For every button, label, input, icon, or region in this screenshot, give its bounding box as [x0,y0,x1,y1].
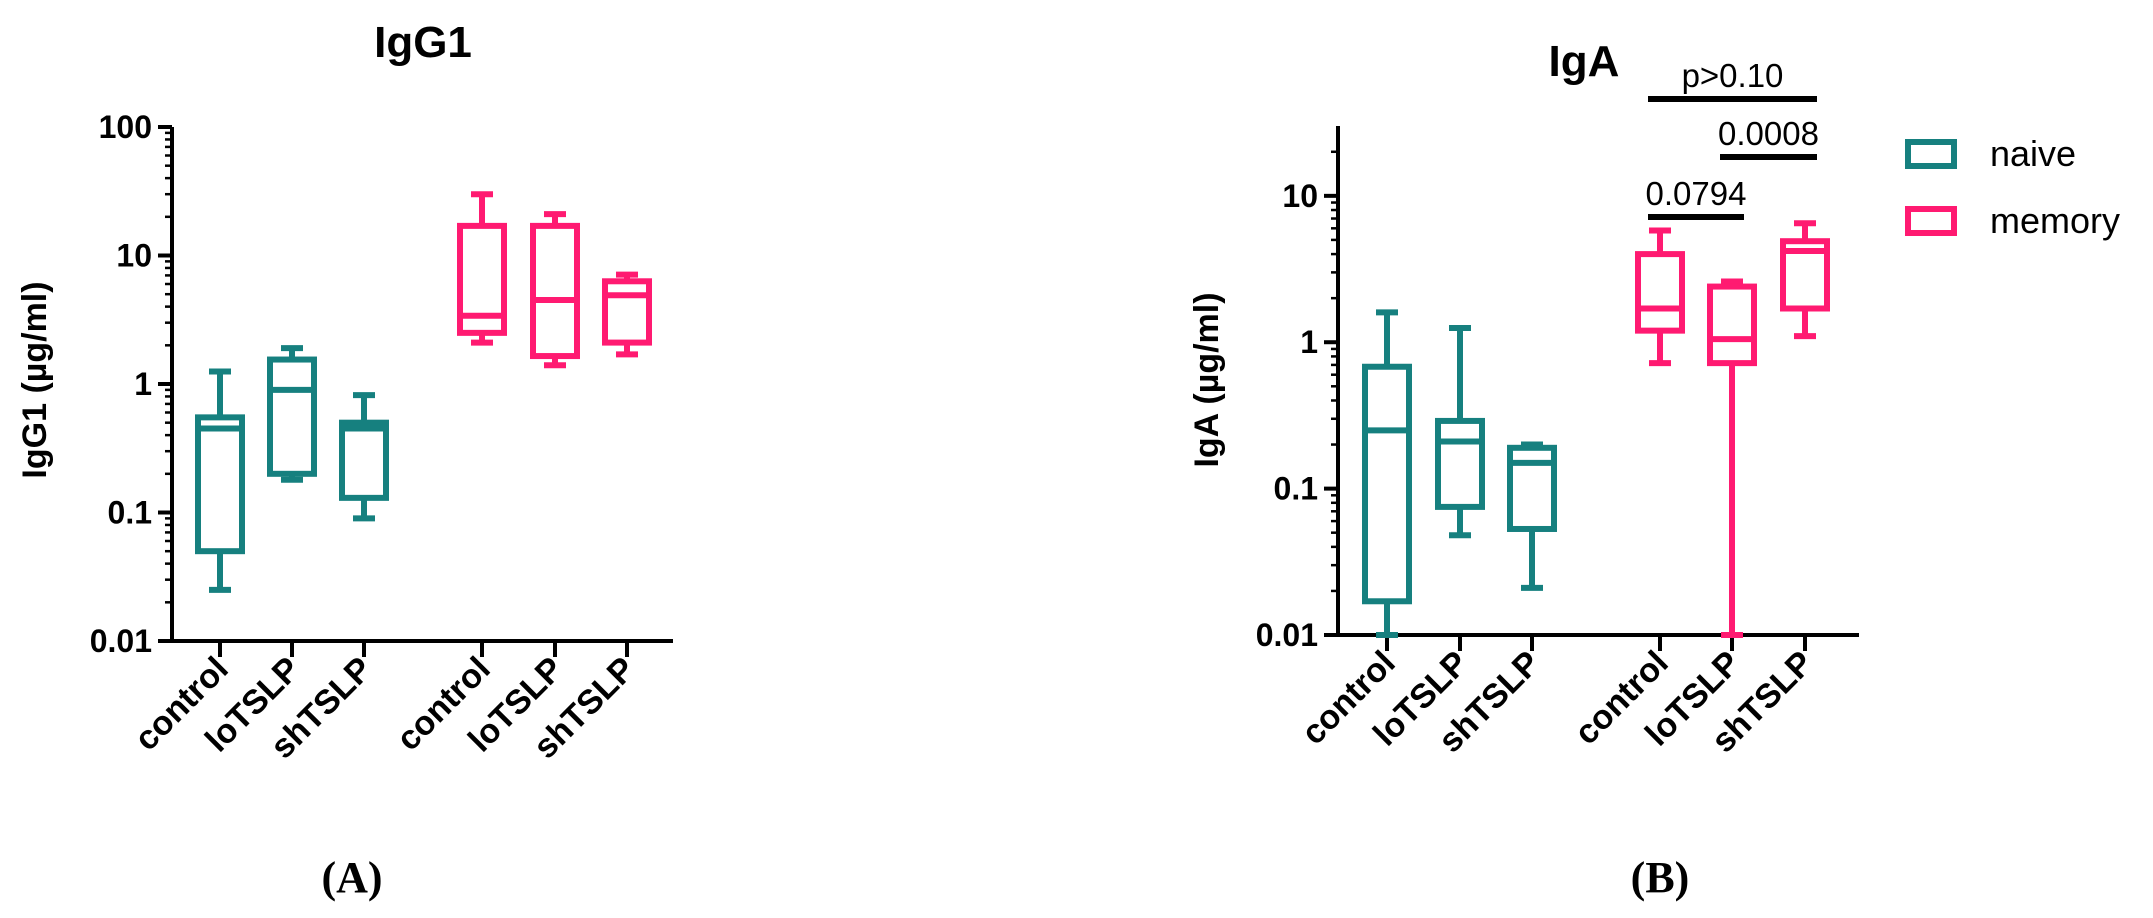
panel-a-title: IgG1 [374,18,472,67]
panel-a-y-tick-label-0: 0.01 [90,623,152,659]
panel-b-y-tick-label-2: 1 [1300,324,1318,360]
panel-b-box-naive-control [1362,309,1412,638]
panel-b-significance-label-1: 0.0008 [1718,115,1819,152]
panel-b-y-tick-label-0: 0.01 [1256,617,1318,653]
panel-a-y-axis-label: IgG1 (µg/ml) [16,281,54,478]
panel-b-box-memory-control [1635,227,1685,367]
panel-a-box-iqr [602,278,652,346]
legend-label-memory: memory [1990,200,2120,241]
panel-a-chart: IgG1 IgG1 (µg/ml) 0.01 0.1 1 10 100 controll… [16,18,673,902]
panel-b-boxes [1362,220,1830,638]
panel-b-y-ticks: 0.01 0.1 1 10 [1256,150,1338,653]
panel-a-axes [170,127,673,657]
panel-b-significance-label-0: p>0.10 [1682,57,1784,94]
panel-b-box-naive-loTSLP [1435,325,1485,539]
panel-a-box-memory-loTSLP [530,211,580,369]
legend-swatch-naive [1905,139,1957,169]
panel-a-box-memory-shTSLP [602,271,652,358]
panel-a-box-naive-shTSLP [339,392,389,522]
panel-a-box-iqr [195,414,245,555]
panel-b-y-tick-label-1: 0.1 [1274,471,1318,507]
panel-b-annotations: p>0.10 0.0008 0.0794 [1646,57,1819,220]
panel-b-label: (B) [1631,853,1690,902]
panel-a-box-naive-control [195,368,245,593]
panel-b-box-iqr [1435,417,1485,510]
panel-a-y-tick-label-1: 0.1 [108,495,152,531]
panel-b-box-memory-loTSLP [1707,278,1757,638]
panel-b-significance-label-2: 0.0794 [1646,175,1747,212]
legend-label-naive: naive [1990,133,2076,174]
panel-b-chart: IgA IgA (µg/ml) 0.01 0.1 1 10 controlloTSLP… [1188,37,1859,902]
legend: naive memory [1905,133,2120,241]
panel-b-box-iqr [1635,251,1685,334]
panel-b-box-iqr [1707,283,1757,367]
panel-a-box-iqr [530,222,580,360]
panel-b-title: IgA [1549,37,1620,86]
panel-a-y-tick-label-4: 100 [99,109,152,145]
panel-a-box-memory-control [457,191,507,346]
panel-a-y-tick-label-3: 10 [116,238,152,274]
panel-a-label: (A) [321,853,382,902]
panel-b-y-tick-label-3: 10 [1282,178,1318,214]
panel-a-y-tick-label-2: 1 [134,366,152,402]
panel-b-box-naive-shTSLP [1507,441,1557,591]
panel-b-axes [1336,126,1859,651]
panel-a-box-iqr [267,356,317,477]
panel-b-box-iqr [1362,363,1412,605]
panel-a-y-ticks: 0.01 0.1 1 10 100 [90,109,172,659]
panel-b-y-axis-label: IgA (µg/ml) [1188,292,1226,467]
panel-b-box-memory-shTSLP [1780,220,1830,340]
legend-swatch-memory [1905,206,1957,236]
panel-a-box-naive-loTSLP [267,345,317,483]
panel-a-box-iqr [339,419,389,501]
panel-a-boxes [195,191,652,593]
